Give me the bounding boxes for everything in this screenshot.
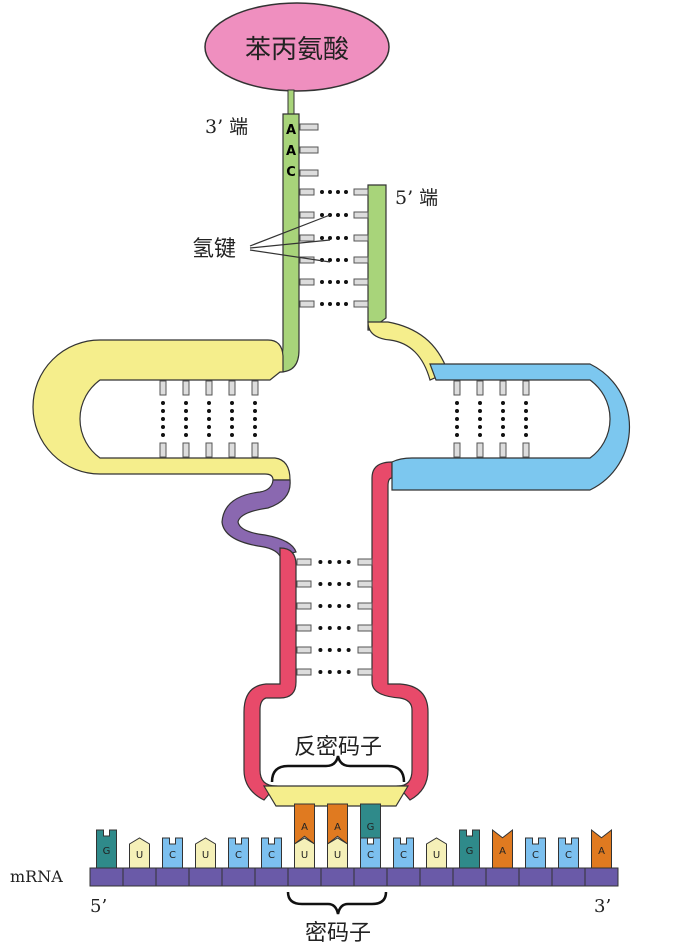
anticodon-stem-hbond-4 — [296, 646, 373, 654]
svg-text:A: A — [598, 846, 605, 857]
t-stem-hbond-3 — [522, 380, 530, 458]
mrna-5-end-label: 5’ — [90, 896, 107, 917]
d-stem-hbond-0 — [159, 380, 167, 458]
svg-text:C: C — [400, 850, 407, 861]
trna-5-end-label: 5’ 端 — [395, 187, 438, 209]
mrna-base: U — [320, 837, 348, 886]
anticodon-region — [262, 785, 410, 807]
svg-text:A: A — [334, 822, 341, 833]
mrna-base: G — [452, 829, 480, 886]
codon-label: 密码子 — [305, 921, 371, 945]
codon-brace — [286, 891, 388, 915]
d-stem-hbond-3 — [228, 380, 236, 458]
mrna-base: U — [287, 837, 315, 886]
anticodon-stem-hbond-1 — [296, 580, 373, 588]
acceptor-stem-5-strand — [367, 184, 387, 331]
t-loop — [391, 363, 631, 491]
d-stem-hbond-2 — [205, 380, 213, 458]
acceptor-hbond-1 — [299, 211, 369, 219]
svg-text:U: U — [202, 850, 209, 861]
amino-acid-ellipse — [204, 2, 390, 92]
hydrogen-bonds — [159, 188, 530, 676]
mrna-base: G — [89, 829, 117, 886]
trna-3-end-label: 3’ 端 — [205, 116, 248, 138]
t-stem-hbond-1 — [476, 380, 484, 458]
acceptor-base-2: C — [286, 165, 319, 180]
anticodon-stem — [243, 461, 429, 801]
mrna-base: C — [386, 837, 414, 886]
mrna-base: U — [419, 837, 447, 886]
amino-acid-link — [287, 89, 295, 117]
mrna-base: C — [254, 837, 282, 886]
mrna-base: U — [122, 837, 150, 886]
anticodon-stem-hbond-5 — [296, 668, 373, 676]
svg-text:C: C — [286, 165, 296, 180]
t-stem-hbond-0 — [453, 380, 461, 458]
mrna-base: C — [221, 837, 249, 886]
svg-text:G: G — [367, 822, 375, 833]
svg-text:G: G — [466, 846, 474, 857]
mrna-base: C — [518, 837, 546, 886]
svg-text:C: C — [268, 850, 275, 861]
acceptor-base-0: A — [286, 123, 319, 138]
mrna-3-end-label: 3’ — [594, 896, 611, 917]
svg-text:C: C — [565, 850, 572, 861]
svg-text:U: U — [301, 850, 308, 861]
mrna-base: U — [188, 837, 216, 886]
variable-loop — [221, 479, 297, 557]
d-stem-hbond-1 — [182, 380, 190, 458]
acceptor-hbond-3 — [299, 256, 369, 264]
anticodon-base: A — [294, 803, 315, 846]
svg-text:C: C — [367, 850, 374, 861]
t-stem-hbond-2 — [499, 380, 507, 458]
anticodon-stem-hbond-0 — [296, 558, 373, 566]
anticodon-base: A — [327, 803, 348, 846]
acceptor-t-linker — [367, 321, 449, 381]
anticodon-brace — [270, 755, 406, 783]
svg-text:U: U — [136, 850, 143, 861]
acceptor-bases: A A C — [286, 123, 319, 180]
amino-acid-label: 苯丙氨酸 — [245, 35, 349, 65]
anticodon-stem-hbond-2 — [296, 602, 373, 610]
hydrogen-bond-label: 氢键 — [192, 237, 236, 262]
svg-text:C: C — [169, 850, 176, 861]
mrna-base: C — [353, 837, 381, 886]
acceptor-base-1: A — [286, 144, 319, 159]
mrna-label: mRNA — [10, 867, 63, 886]
mrna-base: C — [155, 837, 183, 886]
hydrogen-bond-pointers — [249, 214, 331, 263]
anticodon-stem-hbond-3 — [296, 624, 373, 632]
acceptor-hbond-2 — [299, 234, 369, 242]
svg-text:A: A — [499, 846, 506, 857]
mrna-base: A — [584, 828, 612, 886]
acceptor-hbond-4 — [299, 278, 369, 286]
svg-text:A: A — [286, 123, 296, 138]
svg-text:U: U — [433, 850, 440, 861]
svg-text:U: U — [334, 850, 341, 861]
acceptor-hbond-0 — [299, 188, 369, 196]
svg-text:G: G — [103, 846, 111, 857]
mrna-base: A — [485, 828, 513, 886]
svg-text:C: C — [532, 850, 539, 861]
svg-text:A: A — [286, 144, 296, 159]
acceptor-hbond-5 — [299, 300, 369, 308]
svg-text:C: C — [235, 850, 242, 861]
d-stem-hbond-4 — [251, 380, 259, 458]
d-loop — [32, 339, 291, 481]
mrna-base: C — [551, 837, 579, 886]
svg-text:A: A — [301, 822, 308, 833]
